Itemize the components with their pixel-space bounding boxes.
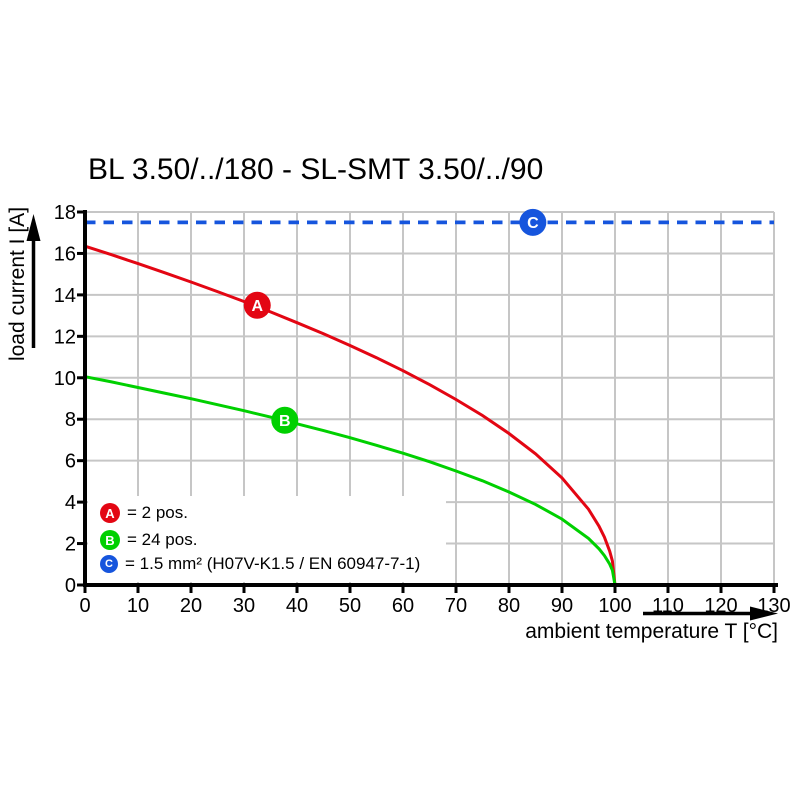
legend: A = 2 pos. B = 24 pos. C = 1.5 mm² (H07V-K1.5… (88, 496, 446, 582)
x-tick-label-20: 20 (180, 595, 202, 617)
legend-badge-A: A (100, 503, 120, 523)
curve-B (84, 375, 617, 586)
x-tick-label-50: 50 (339, 595, 361, 617)
legend-text-C: = 1.5 mm² (H07V-K1.5 / EN 60947-7-1) (125, 554, 421, 573)
y-tick-label-14: 14 (54, 285, 76, 307)
marker-B-circle (271, 406, 299, 434)
legend-item-A: A = 2 pos. (100, 502, 188, 524)
axes (77, 210, 778, 593)
y-tick-label-18: 18 (54, 202, 76, 224)
legend-text-A: = 2 pos. (127, 503, 188, 522)
x-axis-arrow (643, 606, 778, 621)
chart-title: BL 3.50/../180 - SL-SMT 3.50/../90 (88, 153, 544, 186)
x-tick-label-70: 70 (445, 595, 467, 617)
x-tick-label-0: 0 (79, 595, 90, 617)
tick-labels: 0 10 20 30 40 50 60 70 80 90 100 110 120 130024681012… (54, 202, 791, 617)
x-tick-label-90: 90 (551, 595, 573, 617)
marker-C-circle (519, 208, 547, 236)
y-tick-label-4: 4 (65, 492, 76, 514)
x-tick-label-30: 30 (233, 595, 255, 617)
curves (84, 220, 774, 586)
x-tick-label-40: 40 (286, 595, 308, 617)
legend-text-B: = 24 pos. (127, 530, 198, 549)
marker-C: C (519, 208, 547, 236)
legend-item-C: C = 1.5 mm² (H07V-K1.5 / EN 60947-7-1) (100, 553, 420, 575)
x-tick-label-120: 120 (704, 595, 737, 617)
legend-badge-B: B (100, 530, 120, 550)
marker-A-letter: A (251, 298, 263, 315)
y-tick-label-12: 12 (54, 326, 76, 348)
curve-markers: A B C (243, 208, 547, 434)
marker-B-letter: B (279, 413, 291, 430)
x-tick-label-110: 110 (652, 595, 684, 617)
x-tick-label-10: 10 (127, 595, 149, 617)
y-axis-label: load current I [A] (6, 206, 29, 362)
x-tick-label-100: 100 (598, 595, 631, 617)
x-tick-label-80: 80 (498, 595, 520, 617)
y-tick-label-6: 6 (65, 451, 76, 473)
y-axis-arrow (26, 214, 41, 348)
y-tick-label-0: 0 (65, 575, 76, 597)
y-tick-label-8: 8 (65, 409, 76, 431)
marker-A-circle (243, 291, 271, 319)
marker-B: B (271, 406, 299, 434)
y-tick-label-10: 10 (54, 368, 76, 390)
marker-A: A (243, 291, 271, 319)
legend-item-B: B = 24 pos. (100, 529, 197, 551)
legend-badge-C: C (100, 555, 118, 573)
x-tick-label-60: 60 (392, 595, 414, 617)
y-tick-label-2: 2 (65, 534, 76, 556)
y-tick-label-16: 16 (54, 243, 76, 265)
marker-C-letter: C (527, 215, 539, 232)
x-axis-label: ambient temperature T [°C] (525, 620, 778, 643)
curve-A (84, 244, 617, 586)
